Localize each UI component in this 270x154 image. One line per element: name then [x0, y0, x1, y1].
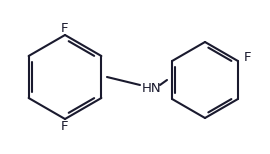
Text: F: F — [61, 22, 69, 34]
Text: HN: HN — [142, 81, 162, 95]
Text: F: F — [244, 51, 251, 63]
Text: F: F — [61, 120, 69, 132]
